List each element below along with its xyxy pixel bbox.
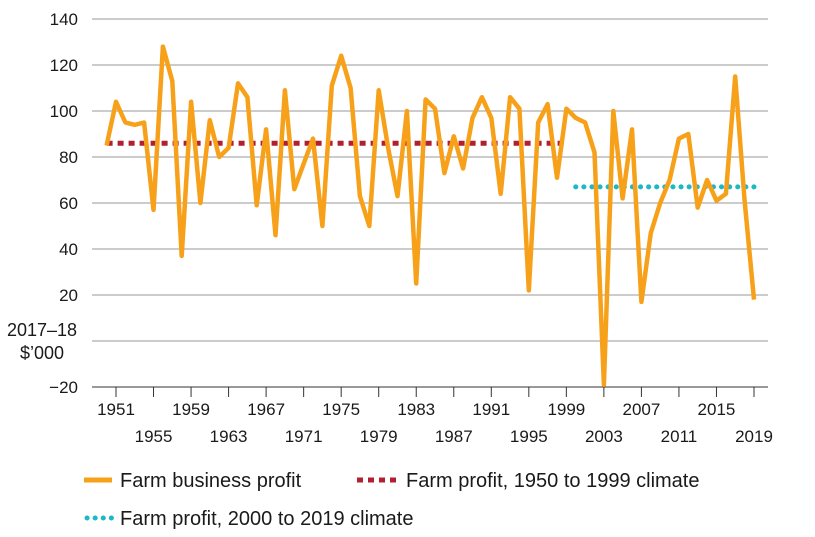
x-tick-label: 2003 [585,427,623,446]
x-tick-label: 1975 [322,400,360,419]
x-axis: 1951 1959 1967 1975 1983 1991 1999 2007 2015 1955… [97,387,773,446]
x-tick-label: 1999 [547,400,585,419]
x-tick-label: 1967 [247,400,285,419]
legend: Farm business profit Farm profit, 1950 t… [84,470,699,530]
x-tick-label: 1951 [97,400,135,419]
x-tick-label: 1979 [360,427,398,446]
y-tick-label: 140 [50,10,78,29]
legend-label-farm-business-profit: Farm business profit [120,470,302,492]
x-tick-label: 2007 [622,400,660,419]
legend-label-climate-1950-1999: Farm profit, 1950 to 1999 climate [406,470,699,492]
x-tick-label: 1995 [510,427,548,446]
y-axis-label-line-1: 2017–18 [7,320,77,340]
y-axis-label-line-2: $’000 [20,343,64,363]
x-tick-label: 1987 [435,427,473,446]
series-lines [104,44,757,387]
x-tick-label: 1991 [472,400,510,419]
y-axis-label: 2017–18 $’000 [7,320,77,363]
legend-label-climate-2000-2019: Farm profit, 2000 to 2019 climate [120,508,413,530]
x-tick-label: 1959 [172,400,210,419]
x-tick-label: 1955 [135,427,173,446]
y-tick-label: 40 [59,240,78,259]
y-tick-label: 20 [59,286,78,305]
y-axis-tick-labels: −20 20 40 60 80 100 120 140 [49,10,78,397]
y-tick-label: 60 [59,194,78,213]
y-tick-label: −20 [49,378,78,397]
y-tick-label: 120 [50,56,78,75]
x-tick-label: 2019 [735,427,773,446]
grid-lines [92,18,768,388]
x-tick-label: 1983 [397,400,435,419]
x-tick-label: 2011 [661,427,698,446]
x-tick-label: 2015 [698,400,736,419]
y-tick-label: 80 [59,148,78,167]
series-line-farm-business-profit [104,44,757,387]
y-tick-label: 100 [50,102,78,121]
x-tick-label: 1971 [285,427,323,446]
x-tick-label: 1963 [210,427,248,446]
